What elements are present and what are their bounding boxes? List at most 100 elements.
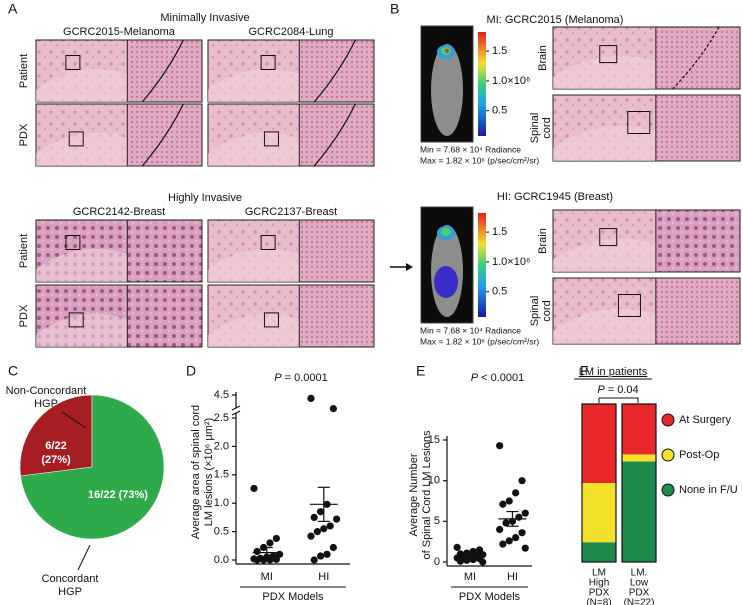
signal — [434, 266, 458, 298]
zoom-box — [263, 131, 279, 147]
panel-label: B — [390, 1, 399, 17]
histology-image — [552, 94, 741, 162]
data-point — [499, 500, 507, 508]
row-label: PDX — [18, 123, 30, 146]
colorbar-tick-label: 0.5 — [492, 286, 507, 298]
tissue-edge — [553, 55, 656, 89]
bar-segment — [582, 404, 616, 483]
tissue-edge — [553, 238, 656, 272]
zoom-box — [617, 294, 641, 317]
zoom-box — [599, 45, 618, 64]
x-tick-label: LM. — [631, 568, 648, 579]
annotation-part: P — [274, 372, 282, 384]
data-point — [518, 477, 526, 485]
p-value: P = 0.04 — [597, 384, 638, 396]
axis-break — [231, 410, 241, 416]
legend-swatch — [661, 483, 675, 497]
tissue-edge — [553, 125, 656, 161]
p-value: P = 0.0001 — [274, 372, 328, 384]
y-tick-label: 0.0 — [214, 554, 229, 566]
data-point — [266, 539, 274, 547]
invasion-front — [141, 39, 184, 103]
x-tick-label: LM — [592, 568, 606, 579]
data-point — [329, 543, 337, 552]
histology-image — [207, 284, 375, 348]
data-point — [496, 525, 504, 534]
pie-slice — [20, 394, 165, 540]
data-point — [250, 484, 258, 493]
tissue-edge — [208, 313, 300, 347]
section-title: Highly Invasive — [168, 192, 242, 204]
sample-title: GCRC2137-Breast — [245, 206, 337, 218]
zoom-box — [260, 235, 276, 250]
panel-label: F — [580, 363, 589, 379]
colorbar-tick-label: 0.5 — [492, 105, 507, 117]
zoom — [298, 284, 375, 348]
x-axis-label: PDX Models — [459, 591, 521, 603]
data-point — [502, 519, 510, 527]
data-point — [456, 557, 464, 565]
x-axis-label: PDX Models — [262, 591, 324, 603]
y-tick-label: 2.5 — [214, 412, 229, 424]
tissue-edge — [208, 132, 300, 166]
section-title: MI: GCRC2015 (Melanoma) — [487, 14, 624, 26]
section-title: HI: GCRC1945 (Breast) — [497, 191, 613, 203]
data-point — [515, 513, 523, 521]
histology-image — [552, 209, 741, 273]
colorbar-tick-label: 1.0×10⁶ — [492, 256, 530, 268]
data-point — [505, 537, 513, 545]
category-label: HGP — [34, 398, 58, 410]
y-tick-label: 15 — [428, 434, 440, 446]
data-point — [323, 550, 331, 558]
zoom — [655, 26, 741, 90]
colorbar — [478, 213, 486, 317]
axis-break — [231, 405, 241, 411]
annotation-part: = 0.0001 — [282, 372, 328, 384]
chart-title: LM in patients — [579, 366, 648, 378]
y-tick-label: 4.5 — [214, 389, 229, 401]
bar-outline — [581, 403, 617, 563]
data-point — [316, 508, 325, 516]
tissue-label: Brain — [537, 45, 549, 71]
y-tick-label: 10 — [428, 475, 440, 487]
legend-label: At Surgery — [679, 414, 731, 426]
zoom — [126, 219, 203, 283]
zoom-box — [599, 228, 618, 247]
y-tick-label: 0.5 — [214, 526, 229, 538]
mouse-body — [431, 44, 463, 136]
x-tick-label: HI — [318, 571, 329, 583]
zoom — [126, 103, 203, 167]
data-point — [272, 555, 280, 564]
sample-title: GCRC2084-Lung — [249, 26, 334, 38]
colorbar-tick-label: 1.5 — [492, 45, 507, 57]
category-label: Concordant — [42, 573, 99, 585]
data-point — [518, 529, 526, 537]
data-point — [316, 552, 325, 560]
data-point — [512, 489, 520, 497]
tissue-label: cord — [541, 300, 553, 321]
data-point — [310, 513, 318, 522]
sample-title: GCRC2015-Melanoma — [63, 26, 176, 38]
invasion-front — [672, 26, 720, 90]
x-tick-label: (N=22) — [624, 598, 655, 605]
panel-label: A — [8, 1, 18, 17]
histology-image — [207, 103, 375, 167]
leader — [77, 544, 91, 571]
tissue-label: Brain — [537, 228, 549, 254]
data-point — [313, 528, 321, 536]
sample-title: GCRC2142-Breast — [73, 206, 165, 218]
category-label: HGP — [58, 586, 82, 598]
y-axis-label: Average area of spinal cord — [190, 405, 202, 539]
bar-segment — [582, 542, 616, 562]
zoom-box — [65, 55, 81, 70]
data-point — [496, 442, 504, 450]
arrow-head — [406, 263, 413, 271]
caption: Max = 1.82 × 10⁶ (p/sec/cm²/sr) — [420, 336, 539, 346]
bracket — [598, 397, 639, 403]
caption: Min = 7.68 × 10⁴ Radiance — [420, 325, 521, 335]
zoom-box — [260, 55, 276, 70]
y-tick-label: 0 — [434, 556, 440, 568]
zoom — [126, 284, 203, 348]
data-point — [453, 543, 461, 551]
section-title: Minimally Invasive — [160, 12, 249, 24]
